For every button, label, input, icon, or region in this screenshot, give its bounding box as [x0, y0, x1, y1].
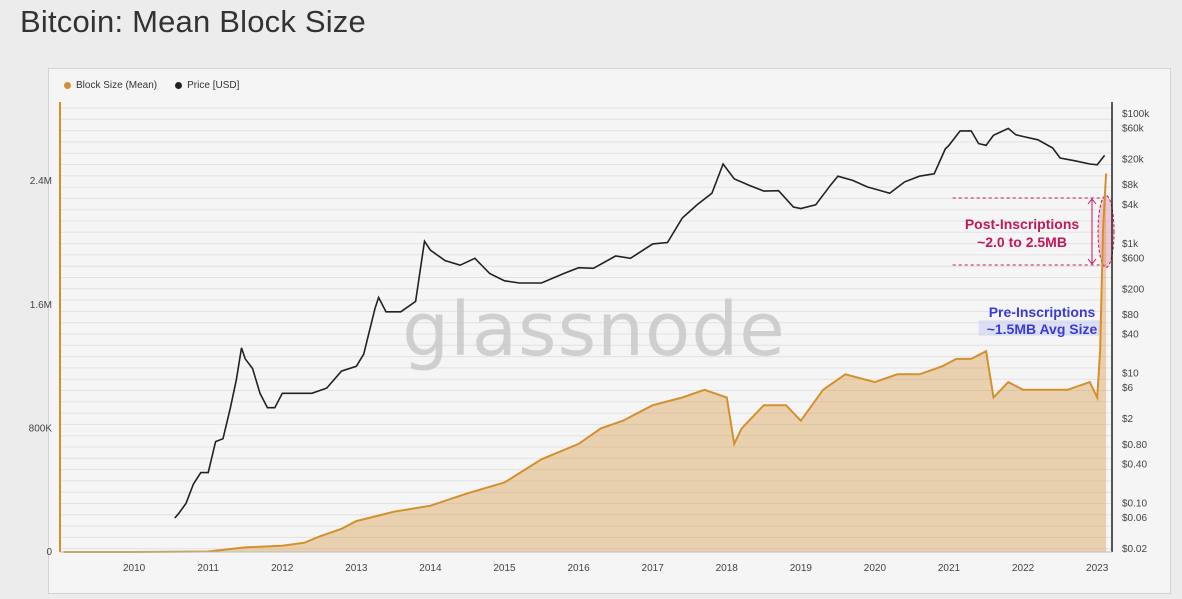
price-line: [174, 127, 1106, 519]
x-tick-label: 2016: [567, 563, 590, 574]
page-title: Bitcoin: Mean Block Size: [20, 4, 366, 39]
x-tick-label: 2012: [271, 563, 294, 574]
x-tick-label: 2021: [938, 563, 961, 574]
arrow-up-icon: [1087, 198, 1097, 205]
grid-lines: [60, 107, 1112, 550]
x-tick-label: 2022: [1012, 563, 1035, 574]
y-right-tick-label: $8k: [1122, 180, 1139, 191]
pre-inscriptions-rect: [978, 320, 1101, 336]
y-right-tick-label: $600: [1122, 253, 1145, 264]
legend-dot-icon: [64, 82, 71, 89]
arrow-down-icon: [1087, 258, 1097, 265]
y-left-tick-label: 0: [46, 547, 52, 558]
block-size-line: [63, 173, 1108, 553]
x-tick-label: 2011: [197, 563, 219, 574]
x-tick-label: 2020: [864, 563, 887, 574]
x-tick-label: 2018: [716, 563, 739, 574]
y-right-tick-label: $0.06: [1122, 513, 1147, 524]
series-layer: [63, 127, 1108, 553]
post-inscriptions-label-line2: ~2.0 to 2.5MB: [977, 234, 1067, 250]
y-right-tick-label: $80: [1122, 310, 1139, 321]
y-right-tick-label: $200: [1122, 284, 1145, 295]
legend-item-block-size[interactable]: Block Size (Mean): [64, 80, 157, 91]
y-left-tick-label: 800K: [29, 423, 53, 434]
y-right-tick-label: $6: [1122, 383, 1134, 394]
y-right-tick-label: $0.10: [1122, 499, 1147, 510]
y-right-tick-label: $20k: [1122, 154, 1145, 165]
post-inscriptions-label-line1: Post-Inscriptions: [965, 216, 1080, 232]
pre-inscriptions-label-line1: Pre-Inscriptions: [989, 304, 1096, 320]
pre-inscriptions-band: [978, 320, 1101, 336]
legend: Block Size (Mean) Price [USD]: [64, 80, 239, 91]
y-right-tick-label: $1k: [1122, 239, 1139, 250]
y-right-tick-label: $0.02: [1122, 544, 1147, 555]
x-tick-label: 2017: [642, 563, 665, 574]
x-tick-label: 2013: [345, 563, 368, 574]
x-tick-label: 2010: [123, 563, 146, 574]
legend-dot-icon: [175, 82, 183, 89]
x-tick-label: 2023: [1086, 563, 1109, 574]
legend-label: Price [USD]: [187, 80, 240, 91]
x-axis-ticks: 2010 2011 2012 2013 2014 2015 2016 2017 2018 2019…: [123, 563, 1109, 574]
x-tick-label: 2019: [790, 563, 813, 574]
legend-label: Block Size (Mean): [76, 80, 158, 91]
y-right-tick-label: $10: [1122, 369, 1139, 380]
y-right-ticks: $100k $60k $20k $8k $4k $1k $600 $200 $80 $40 $10 $…: [1122, 109, 1150, 555]
x-tick-label: 2014: [419, 563, 442, 574]
y-right-tick-label: $40: [1122, 330, 1139, 341]
pre-inscriptions-label-line2: ~1.5MB Avg Size: [987, 321, 1098, 337]
x-tick-label: 2015: [493, 563, 516, 574]
y-right-tick-label: $0.40: [1122, 460, 1147, 471]
y-left-tick-label: 1.6M: [30, 300, 52, 311]
y-left-tick-label: 2.4M: [30, 176, 52, 187]
y-right-tick-label: $60k: [1122, 123, 1145, 134]
axes: [59, 102, 1113, 553]
watermark: glassnode: [402, 287, 786, 373]
block-size-area: [63, 173, 1107, 552]
y-right-tick-label: $4k: [1122, 200, 1139, 211]
y-right-tick-label: $100k: [1122, 109, 1150, 120]
y-right-tick-label: $2: [1122, 414, 1134, 425]
y-left-ticks: 0 800K 1.6M 2.4M: [29, 176, 53, 558]
y-right-tick-label: $0.80: [1122, 440, 1147, 451]
legend-item-price[interactable]: Price [USD]: [175, 80, 239, 91]
